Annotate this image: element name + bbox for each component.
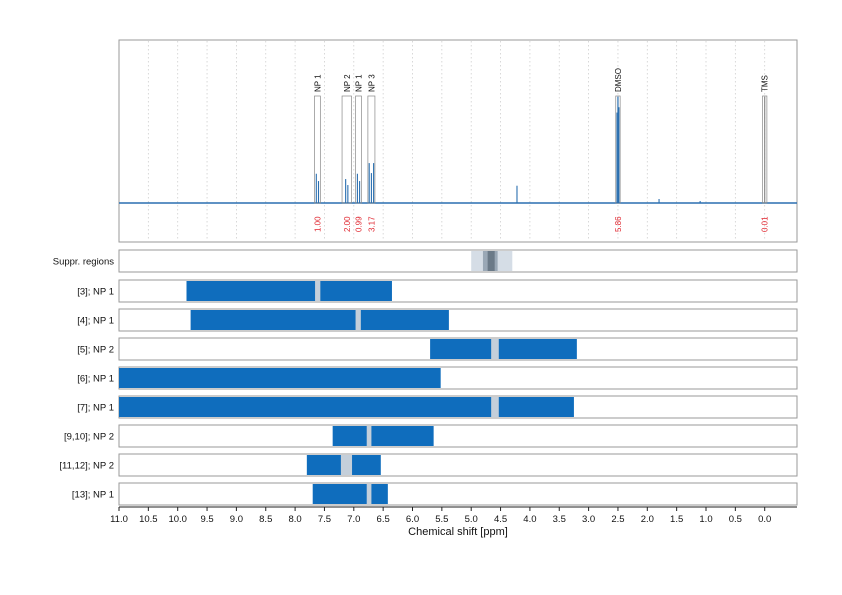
region-row-frame	[118, 453, 798, 477]
region-row-label: [9,10]; NP 2	[64, 432, 114, 443]
peak-label: NP 3	[367, 74, 376, 92]
x-tick-label: 7.0	[347, 514, 360, 525]
x-tick-label: 2.0	[641, 514, 654, 525]
x-tick-label: 2.5	[611, 514, 624, 525]
peak-label: NP 1	[354, 74, 363, 92]
region-bar-gap	[491, 339, 499, 359]
integral-value: 3.17	[367, 216, 376, 232]
region-bar	[186, 281, 392, 301]
peak-label: NP 1	[313, 74, 322, 92]
suppr-row-frame	[118, 249, 798, 273]
x-tick-label: 11.0	[110, 514, 128, 525]
region-bar	[190, 310, 449, 330]
x-tick-label: 10.0	[168, 514, 187, 525]
region-bar	[312, 484, 388, 504]
x-tick-label: 1.5	[670, 514, 683, 525]
peak-region-box	[314, 95, 321, 204]
region-bar	[430, 339, 577, 359]
x-tick-label: 3.0	[582, 514, 595, 525]
x-tick-label: 4.5	[494, 514, 507, 525]
region-bar	[119, 397, 574, 417]
peak-label: NP 2	[343, 74, 352, 92]
x-tick-label: 7.5	[318, 514, 331, 525]
x-tick-label: 6.0	[406, 514, 419, 525]
x-tick-label: 8.5	[259, 514, 272, 525]
suppr-region-dark	[487, 251, 495, 271]
x-tick-label: 3.5	[553, 514, 566, 525]
x-tick-label: 0.5	[729, 514, 742, 525]
x-tick-label: 9.0	[230, 514, 243, 525]
region-row-label: [3]; NP 1	[77, 287, 114, 298]
region-row-label: [6]; NP 1	[77, 374, 114, 385]
region-row-label: [13]; NP 1	[72, 490, 114, 501]
region-row-label: [4]; NP 1	[77, 316, 114, 327]
x-axis-title: Chemical shift [ppm]	[408, 526, 508, 538]
peak-region-box	[341, 95, 352, 204]
spectrum-panel	[118, 39, 798, 243]
region-row-label: [7]; NP 1	[77, 403, 114, 414]
x-tick-label: 9.5	[200, 514, 213, 525]
region-bar-gap	[491, 397, 499, 417]
x-tick-label: 5.5	[435, 514, 448, 525]
region-bar-gap	[340, 455, 353, 475]
x-tick-label: 0.0	[758, 514, 771, 525]
integral-value: 0.99	[354, 216, 363, 232]
integral-value: 0.01	[761, 216, 770, 232]
region-bar-gap	[355, 310, 361, 330]
peak-annotations: NP 1 1.00 NP 2 2.00 NP 1 0.99 NP 3 3.17 DMSO 5.86…	[119, 68, 797, 232]
region-row-frame	[118, 482, 798, 506]
region-bar-gap	[315, 281, 321, 301]
spectrum-frame	[118, 39, 798, 243]
region-row-label: [11,12]; NP 2	[59, 461, 114, 472]
region-bar-gap	[366, 426, 372, 446]
integral-value: 2.00	[343, 216, 352, 232]
grid-lines	[118, 41, 766, 241]
region-rows: Suppr. regions [3]; NP 1 [4]; NP 1 [5]; NP …	[53, 249, 798, 506]
x-tick-label: 5.0	[465, 514, 478, 525]
x-tick-label: 6.5	[377, 514, 390, 525]
integral-value: 5.86	[614, 216, 623, 232]
x-axis: Chemical shift [ppm] 11.0 10.5 10.0 9.5 9.0 8…	[110, 506, 797, 538]
region-bar	[332, 426, 434, 446]
integral-value: 1.00	[313, 216, 322, 232]
peak-label: DMSO	[614, 68, 623, 92]
x-tick-label: 1.0	[699, 514, 712, 525]
region-bar-gap	[366, 484, 372, 504]
x-tick-label: 4.0	[523, 514, 536, 525]
region-bar	[119, 368, 441, 388]
peak-label: TMS	[761, 75, 770, 92]
suppr-row-label: Suppr. regions	[53, 257, 115, 268]
region-row-frame	[118, 424, 798, 448]
region-row-label: [5]; NP 2	[77, 345, 114, 356]
x-tick-label: 8.0	[288, 514, 301, 525]
peak-region-box	[355, 95, 362, 204]
x-tick-label: 10.5	[139, 514, 158, 525]
